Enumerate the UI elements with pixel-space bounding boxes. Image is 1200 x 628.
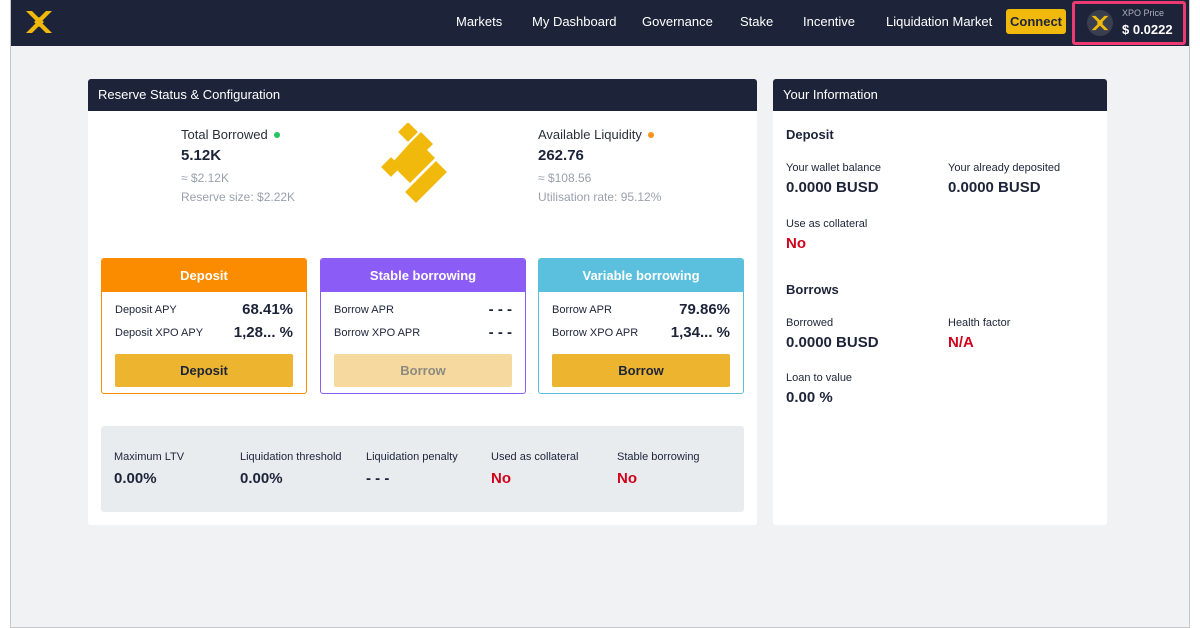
stable-borrow-apr-value: - - - (488, 301, 512, 318)
variable-borrow-apr-label: Borrow APR (552, 304, 612, 316)
wallet-balance-label: Your wallet balance (786, 162, 881, 174)
available-liquidity-usd: ≈ $108.56 (538, 171, 592, 185)
panel-title: Your Information (773, 79, 1107, 111)
price-value: $ 0.0222 (1122, 22, 1173, 37)
liquidation-penalty-label: Liquidation penalty (366, 451, 458, 463)
variable-borrowing-card: Variable borrowing Borrow APR 79.86% Bor… (538, 258, 744, 394)
used-as-collateral-label: Used as collateral (491, 451, 579, 463)
liquidation-threshold-label: Liquidation threshold (240, 451, 342, 463)
price-label: XPO Price (1122, 8, 1165, 18)
used-as-collateral-value: No (491, 470, 511, 487)
deposit-xpo-apy-value: 1,28... % (233, 324, 293, 341)
brand-logo-icon[interactable] (25, 8, 53, 36)
utilisation-rate: Utilisation rate: 95.12% (538, 190, 662, 204)
total-borrowed-value: 5.12K (181, 147, 222, 164)
deposit-heading: Deposit (786, 127, 834, 142)
orange-status-dot-icon (647, 131, 654, 138)
busd-token-icon (380, 122, 450, 205)
deposit-xpo-apy-label: Deposit XPO APY (115, 327, 204, 339)
variable-borrowing-title: Variable borrowing (539, 259, 743, 292)
nav-my-dashboard[interactable]: My Dashboard (532, 14, 617, 29)
borrowed-value: 0.0000 BUSD (786, 334, 879, 351)
total-borrowed-usd: ≈ $2.12K (181, 171, 229, 185)
nav-markets[interactable]: Markets (456, 14, 503, 29)
green-status-dot-icon (273, 131, 280, 138)
panel-title: Reserve Status & Configuration (88, 79, 757, 111)
health-factor-label: Health factor (948, 317, 1011, 329)
max-ltv-value: 0.00% (114, 470, 157, 487)
nav-liquidation-market[interactable]: Liquidation Market (886, 14, 993, 29)
variable-borrow-button[interactable]: Borrow (552, 354, 730, 387)
borrowed-label: Borrowed (786, 317, 834, 329)
use-as-collateral-label: Use as collateral (786, 218, 868, 230)
stable-borrow-xpo-apr-value: - - - (488, 324, 512, 341)
nav-incentive[interactable]: Incentive (803, 14, 856, 29)
nav-governance[interactable]: Governance (642, 14, 713, 29)
deposit-apy-value: 68.41% (242, 301, 293, 318)
max-ltv-label: Maximum LTV (114, 451, 185, 463)
stable-borrowing-title: Stable borrowing (321, 259, 525, 292)
app-window: Markets My Dashboard Governance Stake In… (10, 0, 1190, 628)
available-liquidity-label: Available Liquidity (538, 127, 654, 142)
top-navbar: Markets My Dashboard Governance Stake In… (11, 0, 1189, 46)
deposit-card-title: Deposit (102, 259, 306, 292)
stable-borrowing-config-label: Stable borrowing (617, 451, 700, 463)
deposit-apy-label: Deposit APY (115, 304, 177, 316)
deposit-card: Deposit Deposit APY 68.41% Deposit XPO A… (101, 258, 307, 394)
loan-to-value-label: Loan to value (786, 372, 853, 384)
your-information-panel: Your Information Deposit Your wallet bal… (773, 79, 1107, 525)
use-as-collateral-value: No (786, 235, 806, 252)
liquidation-threshold-value: 0.00% (240, 470, 283, 487)
stable-borrow-apr-label: Borrow APR (334, 304, 394, 316)
loan-to-value-value: 0.00 % (786, 389, 833, 406)
variable-borrow-xpo-apr-value: 1,34... % (670, 324, 730, 341)
xpo-token-icon (1087, 10, 1113, 36)
already-deposited-label: Your already deposited (948, 162, 1061, 174)
already-deposited-value: 0.0000 BUSD (948, 179, 1041, 196)
stable-borrow-xpo-apr-label: Borrow XPO APR (334, 327, 421, 339)
stable-borrow-button[interactable]: Borrow (334, 354, 512, 387)
nav-stake[interactable]: Stake (740, 14, 774, 29)
stable-borrowing-config-value: No (617, 470, 637, 487)
wallet-balance-value: 0.0000 BUSD (786, 179, 879, 196)
liquidation-penalty-value: - - - (366, 470, 390, 487)
reserve-size: Reserve size: $2.22K (181, 190, 296, 204)
variable-borrow-xpo-apr-label: Borrow XPO APR (552, 327, 639, 339)
connect-button[interactable]: Connect (1006, 9, 1066, 34)
deposit-button[interactable]: Deposit (115, 354, 293, 387)
total-borrowed-label: Total Borrowed (181, 127, 280, 142)
available-liquidity-value: 262.76 (538, 147, 584, 164)
reserve-status-panel: Reserve Status & Configuration Total Bor… (88, 79, 757, 525)
stable-borrowing-card: Stable borrowing Borrow APR - - - Borrow… (320, 258, 526, 394)
xpo-price-widget: XPO Price $ 0.0222 (1072, 1, 1186, 45)
reserve-configuration: Maximum LTV 0.00% Liquidation threshold … (101, 426, 744, 512)
health-factor-value: N/A (948, 334, 974, 351)
borrows-heading: Borrows (786, 282, 839, 297)
variable-borrow-apr-value: 79.86% (679, 301, 730, 318)
